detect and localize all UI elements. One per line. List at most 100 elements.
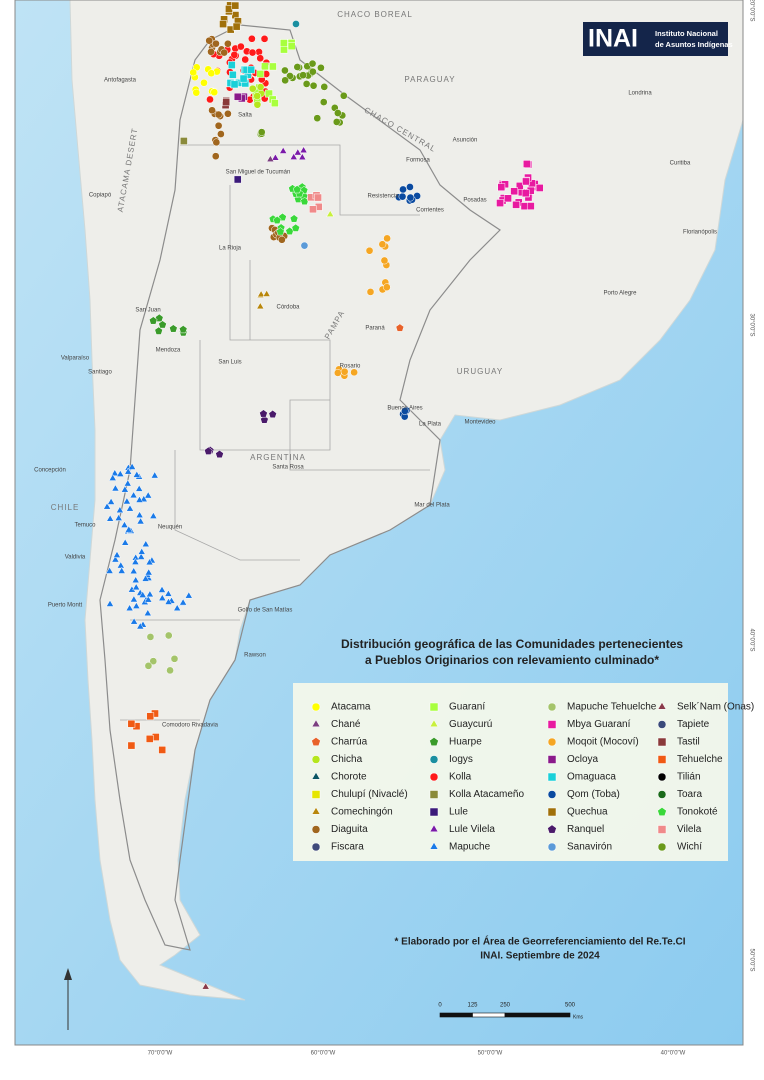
community-marker — [127, 741, 136, 750]
legend-label: Tapiete — [677, 719, 710, 730]
place-label: Puerto Montt — [48, 603, 83, 609]
institution: Instituto Nacional — [655, 29, 718, 38]
community-marker — [383, 234, 391, 243]
place-label: Curitiba — [670, 161, 691, 167]
community-marker — [136, 622, 145, 630]
legend-label: Mapuche Tehuelche — [567, 702, 657, 713]
community-marker — [535, 184, 544, 192]
community-marker — [145, 735, 154, 743]
place-label: San Luis — [218, 360, 241, 366]
community-marker — [120, 520, 129, 528]
community-marker — [214, 110, 223, 119]
community-marker — [378, 240, 387, 249]
place-label: Florianópolis — [683, 230, 717, 236]
community-marker — [121, 538, 130, 546]
legend-swatch — [547, 824, 557, 834]
community-marker — [309, 205, 317, 214]
legend-swatch — [657, 755, 667, 764]
community-marker — [146, 712, 155, 721]
legend-label: Qom (Toba) — [567, 789, 620, 800]
community-marker — [293, 63, 302, 71]
map-title: Distribución geográfica de las Comunidad… — [341, 637, 683, 651]
legend-label: Iogys — [449, 754, 473, 765]
legend-label: Huarpe — [449, 737, 482, 748]
place-label: Golfo de San Matías — [238, 608, 293, 614]
legend-swatch — [429, 841, 439, 850]
legend-label: Sanavirón — [567, 842, 612, 853]
place-label: Santiago — [88, 370, 112, 376]
community-marker — [138, 590, 147, 598]
community-marker — [521, 189, 530, 198]
community-marker — [145, 558, 154, 566]
community-marker — [302, 80, 311, 88]
community-marker — [308, 59, 317, 68]
latitude-label: 20°0'0"S — [748, 0, 754, 22]
latitude-label: 40°0'0"S — [748, 628, 754, 651]
community-marker — [130, 617, 139, 625]
community-marker — [215, 449, 224, 459]
community-marker — [206, 95, 214, 104]
institution: de Asuntos Indígenas — [655, 40, 733, 49]
community-marker — [399, 185, 407, 194]
community-marker — [280, 45, 288, 54]
community-marker — [289, 152, 298, 160]
community-marker — [279, 146, 288, 154]
community-marker — [179, 598, 188, 606]
legend-swatch — [657, 772, 667, 782]
legend-label: Vilela — [677, 824, 702, 835]
scale-tick-label: 125 — [467, 1003, 478, 1009]
community-marker — [103, 502, 112, 510]
community-marker — [526, 202, 535, 210]
community-marker — [128, 462, 137, 470]
place-label: Neuquén — [158, 525, 182, 531]
community-marker — [313, 114, 322, 123]
legend-label: Fiscara — [331, 842, 364, 853]
community-marker — [144, 568, 153, 576]
community-marker — [510, 187, 519, 196]
legend-swatch — [657, 807, 667, 816]
scale-segment — [472, 1012, 506, 1018]
footnote: INAI. Septiembre de 2024 — [480, 951, 600, 962]
community-marker — [332, 118, 341, 126]
legend-swatch — [657, 720, 667, 729]
community-marker — [398, 192, 407, 201]
legend-label: Tastil — [677, 737, 700, 748]
community-marker — [110, 469, 119, 477]
community-marker — [256, 83, 265, 91]
legend-label: Lule Vilela — [449, 824, 495, 835]
legend-swatch — [429, 737, 439, 746]
province-borders — [120, 144, 430, 721]
legend-label: Tonokoté — [677, 807, 718, 818]
place-label: Formosa — [406, 158, 430, 164]
community-marker — [260, 34, 269, 43]
community-marker — [180, 137, 188, 145]
community-marker — [281, 66, 289, 75]
community-marker — [319, 98, 328, 106]
legend-swatch — [429, 824, 439, 833]
legend-label: Chorote — [331, 772, 367, 783]
legend-swatch — [657, 701, 667, 710]
community-marker — [522, 160, 531, 168]
community-marker — [279, 39, 288, 47]
legend-label: Tilián — [677, 772, 701, 783]
community-marker — [129, 491, 138, 499]
scale-segment — [439, 1012, 473, 1018]
community-marker — [309, 67, 317, 76]
community-marker — [154, 326, 163, 335]
region-label: URUGUAY — [457, 367, 503, 376]
place-label: Posadas — [463, 198, 486, 204]
north-arrow — [64, 968, 72, 1030]
legend-label: Chicha — [331, 754, 363, 765]
community-marker — [515, 182, 524, 190]
region-label: PARAGUAY — [404, 75, 455, 84]
legend-swatch — [547, 737, 557, 747]
scale-tick-label: 0 — [438, 1003, 442, 1009]
community-marker — [158, 746, 167, 754]
place-label: Copiapó — [89, 193, 112, 199]
community-marker — [334, 109, 342, 117]
community-marker — [339, 91, 348, 100]
region-label: CHILE — [51, 503, 80, 512]
latitude-label: 30°0'0"S — [748, 313, 754, 336]
community-marker — [211, 152, 220, 161]
community-marker — [380, 256, 389, 265]
